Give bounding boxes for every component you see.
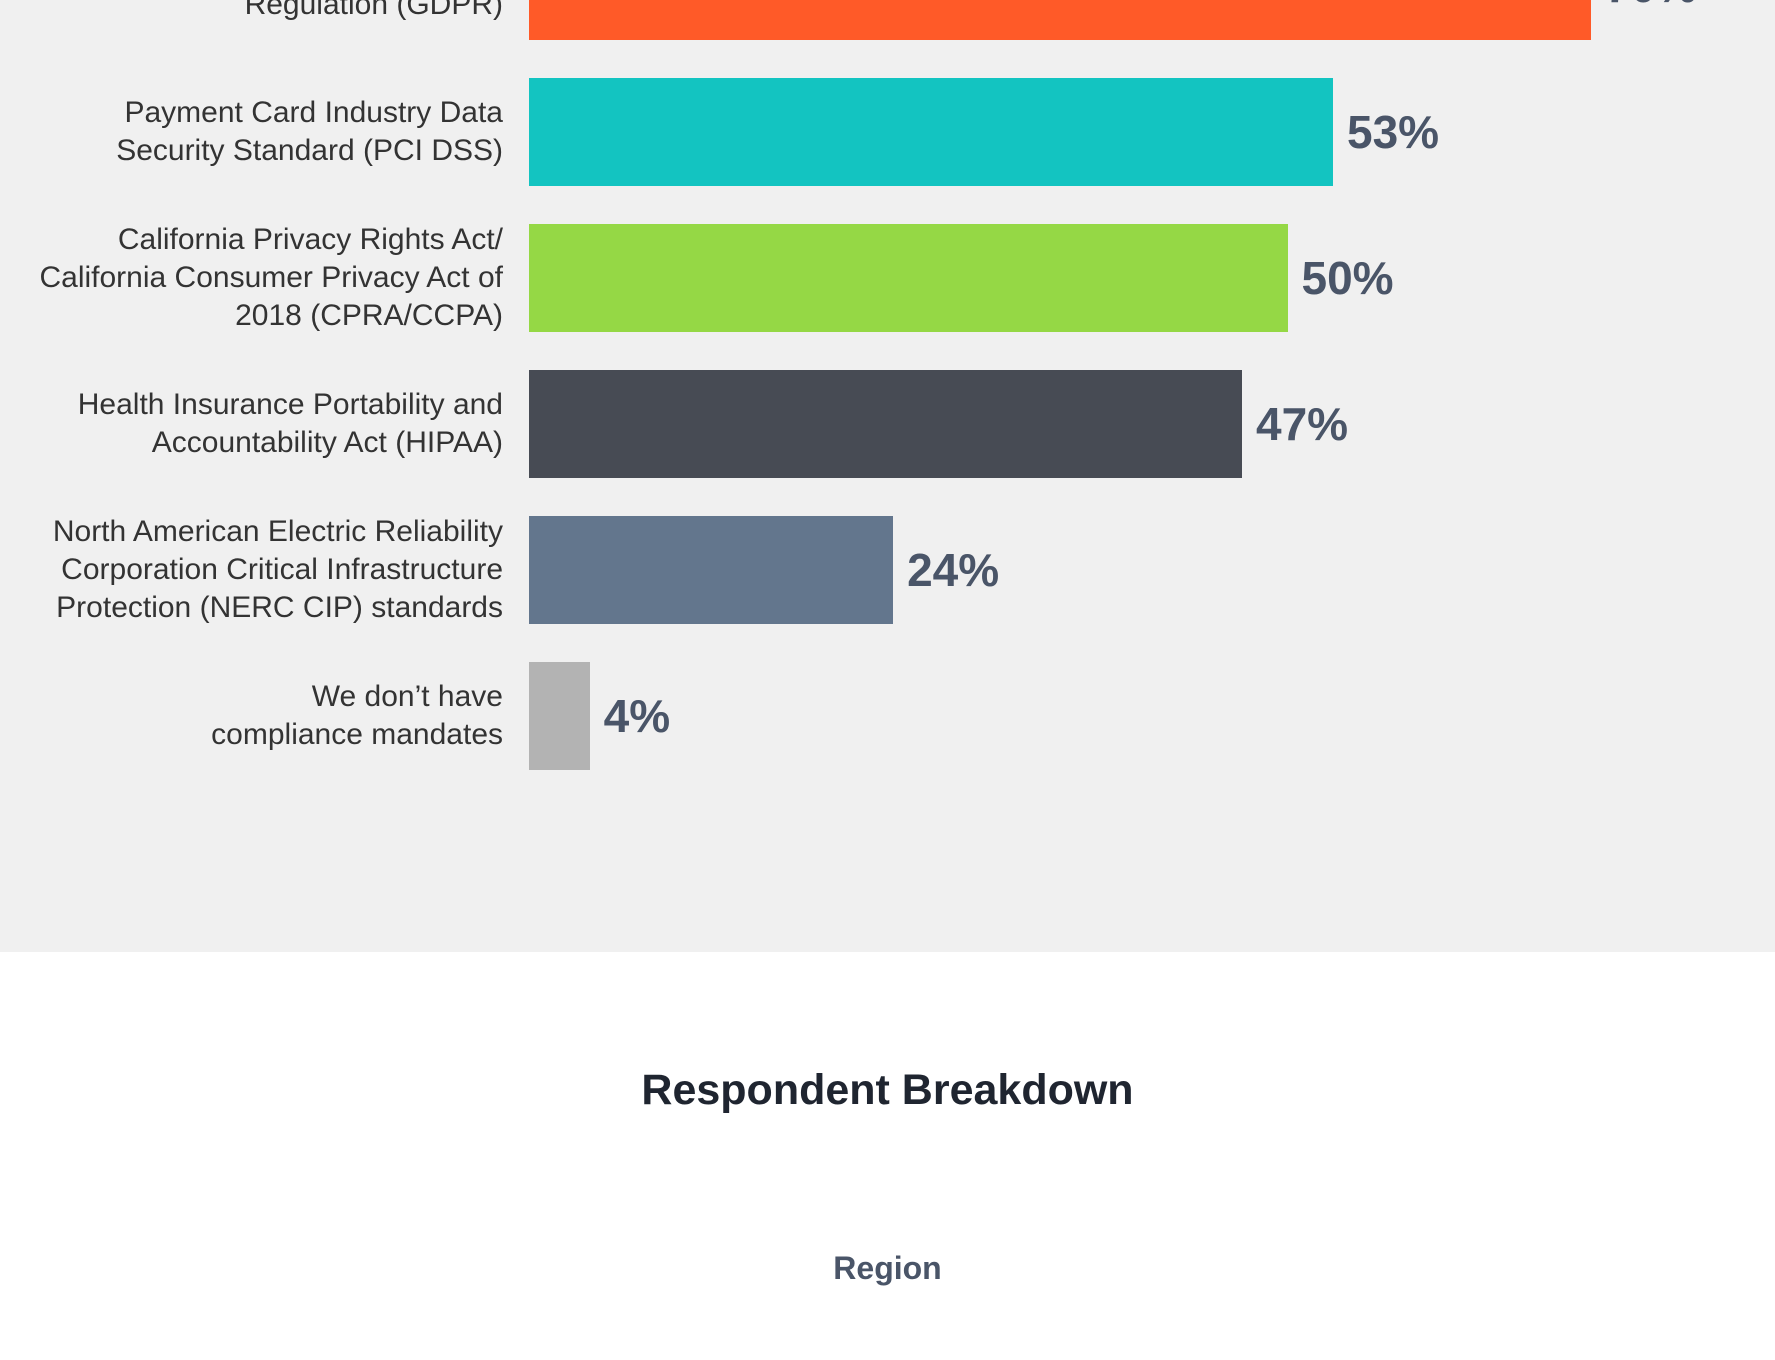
value-label: 53% [1347,106,1440,158]
value-label: 70% [1605,0,1697,13]
bar [529,370,1242,478]
chart: Regulation (GDPR) 70% Payment Card Industr… [0,0,1775,952]
value-label: 24% [907,544,1000,596]
category-label: Health Insurance Portability and Account… [77,388,503,459]
bar [529,78,1333,186]
section-title: Respondent Breakdown [641,1066,1134,1114]
category-label: We don’t have compliance mandates [211,680,503,751]
bar [529,224,1288,332]
bar [529,662,590,770]
bar [529,516,894,624]
bar [529,0,1591,40]
value-label: 47% [1255,398,1349,450]
section-subtitle: Region [833,1250,942,1286]
category-label: Regulation (GDPR) [244,0,503,21]
value-label: 4% [603,690,671,742]
category-label: North American Electric Reliability Corp… [52,515,503,624]
value-label: 50% [1301,252,1394,304]
category-label: California Privacy Rights Act/ Californi… [39,223,503,332]
category-label: Payment Card Industry Data Security Stan… [116,96,503,167]
